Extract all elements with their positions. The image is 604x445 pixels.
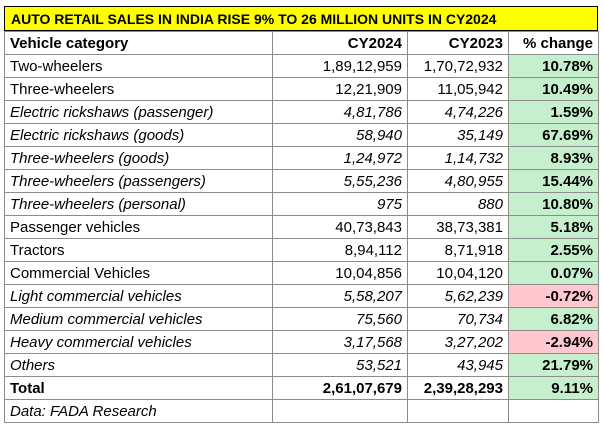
header-cy2023: CY2023 <box>407 31 509 55</box>
category-cell: Three-wheelers (passengers) <box>4 169 273 193</box>
cy2024-cell: 10,04,856 <box>272 261 408 285</box>
change-cell: 8.93% <box>508 146 599 170</box>
category-cell: Heavy commercial vehicles <box>4 330 273 354</box>
cy2024-cell: 5,58,207 <box>272 284 408 308</box>
category-cell: Three-wheelers <box>4 77 273 101</box>
cy2023-cell: 1,70,72,932 <box>407 54 509 78</box>
cy2023-cell: 43,945 <box>407 353 509 377</box>
cy2024-cell: 12,21,909 <box>272 77 408 101</box>
cy2024-cell: 8,94,112 <box>272 238 408 262</box>
cy2024-cell: 3,17,568 <box>272 330 408 354</box>
cy2023-cell: 11,05,942 <box>407 77 509 101</box>
category-cell: Electric rickshaws (goods) <box>4 123 273 147</box>
cy2023-cell: 880 <box>407 192 509 216</box>
table-row: Three-wheelers (personal) 975 880 10.80% <box>4 192 599 216</box>
table-row: Electric rickshaws (passenger) 4,81,786 4,… <box>4 100 599 124</box>
change-cell: 10.78% <box>508 54 599 78</box>
table-row: Two-wheelers 1,89,12,959 1,70,72,932 10.78% <box>4 54 599 78</box>
cy2023-cell: 70,734 <box>407 307 509 331</box>
change-cell: 10.80% <box>508 192 599 216</box>
cy2024-cell: 4,81,786 <box>272 100 408 124</box>
table-title: AUTO RETAIL SALES IN INDIA RISE 9% TO 26… <box>4 6 598 31</box>
total-row: Total 2,61,07,679 2,39,28,293 9.11% <box>4 376 599 400</box>
table-row: Three-wheelers 12,21,909 11,05,942 10.49% <box>4 77 599 101</box>
category-cell: Tractors <box>4 238 273 262</box>
table-body: Two-wheelers 1,89,12,959 1,70,72,932 10.78%… <box>4 54 599 377</box>
cy2024-cell: 58,940 <box>272 123 408 147</box>
total-cy2023: 2,39,28,293 <box>407 376 509 400</box>
spreadsheet: AUTO RETAIL SALES IN INDIA RISE 9% TO 26… <box>4 6 599 423</box>
header-cy2024: CY2024 <box>272 31 408 55</box>
header-change: % change <box>508 31 599 55</box>
table-row: Three-wheelers (goods) 1,24,972 1,14,732 8.… <box>4 146 599 170</box>
cy2023-cell: 4,80,955 <box>407 169 509 193</box>
cy2023-cell: 4,74,226 <box>407 100 509 124</box>
change-cell: -2.94% <box>508 330 599 354</box>
table-row: Medium commercial vehicles 75,560 70,734 6.… <box>4 307 599 331</box>
total-change: 9.11% <box>508 376 599 400</box>
category-cell: Passenger vehicles <box>4 215 273 239</box>
table-row: Others 53,521 43,945 21.79% <box>4 353 599 377</box>
change-cell: 67.69% <box>508 123 599 147</box>
change-cell: 6.82% <box>508 307 599 331</box>
table-row: Three-wheelers (passengers) 5,55,236 4,80,… <box>4 169 599 193</box>
cy2024-cell: 5,55,236 <box>272 169 408 193</box>
change-cell: 21.79% <box>508 353 599 377</box>
change-cell: 0.07% <box>508 261 599 285</box>
empty-cell <box>407 399 509 423</box>
category-cell: Medium commercial vehicles <box>4 307 273 331</box>
total-cy2024: 2,61,07,679 <box>272 376 408 400</box>
cy2024-cell: 1,89,12,959 <box>272 54 408 78</box>
source-note: Data: FADA Research <box>4 399 273 423</box>
category-cell: Others <box>4 353 273 377</box>
change-cell: 5.18% <box>508 215 599 239</box>
change-cell: 10.49% <box>508 77 599 101</box>
category-cell: Two-wheelers <box>4 54 273 78</box>
category-cell: Light commercial vehicles <box>4 284 273 308</box>
cy2023-cell: 5,62,239 <box>407 284 509 308</box>
table-row: Electric rickshaws (goods) 58,940 35,149 67… <box>4 123 599 147</box>
cy2024-cell: 1,24,972 <box>272 146 408 170</box>
table-row: Heavy commercial vehicles 3,17,568 3,27,20… <box>4 330 599 354</box>
cy2023-cell: 10,04,120 <box>407 261 509 285</box>
cy2023-cell: 3,27,202 <box>407 330 509 354</box>
cy2024-cell: 975 <box>272 192 408 216</box>
empty-cell <box>272 399 408 423</box>
category-cell: Three-wheelers (goods) <box>4 146 273 170</box>
empty-cell <box>508 399 599 423</box>
category-cell: Electric rickshaws (passenger) <box>4 100 273 124</box>
category-cell: Commercial Vehicles <box>4 261 273 285</box>
table-row: Tractors 8,94,112 8,71,918 2.55% <box>4 238 599 262</box>
category-cell: Three-wheelers (personal) <box>4 192 273 216</box>
table-row: Passenger vehicles 40,73,843 38,73,381 5.18… <box>4 215 599 239</box>
change-cell: -0.72% <box>508 284 599 308</box>
cy2023-cell: 8,71,918 <box>407 238 509 262</box>
table-row: Light commercial vehicles 5,58,207 5,62,23… <box>4 284 599 308</box>
cy2024-cell: 75,560 <box>272 307 408 331</box>
cy2023-cell: 1,14,732 <box>407 146 509 170</box>
cy2023-cell: 38,73,381 <box>407 215 509 239</box>
change-cell: 15.44% <box>508 169 599 193</box>
total-label: Total <box>4 376 273 400</box>
source-row: Data: FADA Research <box>4 399 599 423</box>
header-category: Vehicle category <box>4 31 273 55</box>
cy2024-cell: 53,521 <box>272 353 408 377</box>
change-cell: 1.59% <box>508 100 599 124</box>
header-row: Vehicle category CY2024 CY2023 % change <box>4 31 599 55</box>
sales-table: Vehicle category CY2024 CY2023 % change … <box>4 31 599 423</box>
change-cell: 2.55% <box>508 238 599 262</box>
table-row: Commercial Vehicles 10,04,856 10,04,120 0.0… <box>4 261 599 285</box>
cy2024-cell: 40,73,843 <box>272 215 408 239</box>
cy2023-cell: 35,149 <box>407 123 509 147</box>
